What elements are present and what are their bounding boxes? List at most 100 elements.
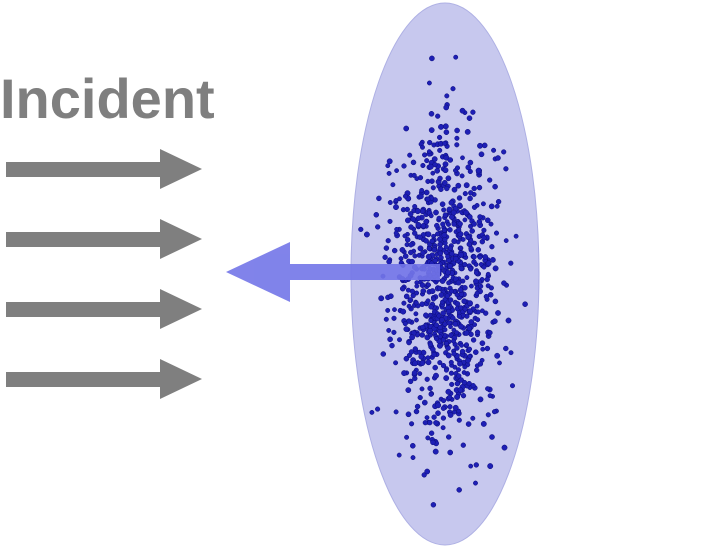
particle-dot (463, 342, 470, 348)
particle-dot (434, 222, 440, 229)
particle-dot (410, 216, 417, 223)
particle-dot (454, 380, 461, 387)
particle-dot (419, 386, 425, 392)
particle-dot (447, 245, 454, 251)
particle-dot (438, 186, 444, 193)
particle-dot (487, 330, 493, 336)
particle-dot (403, 293, 410, 300)
particle-dot (427, 328, 434, 334)
particle-dot (386, 170, 392, 176)
particle-dot (423, 218, 430, 225)
particle-dot (475, 317, 481, 323)
particle-dot (420, 288, 427, 294)
particle-dot (428, 318, 434, 324)
particle-dot (435, 231, 440, 237)
particle-dot (405, 287, 411, 293)
particle-dot (458, 245, 464, 251)
particle-dot (447, 449, 454, 456)
particle-dot (465, 234, 471, 240)
particle-dot (408, 349, 415, 355)
particle-dot (399, 247, 406, 253)
particle-dot (363, 231, 370, 238)
particle-dot (442, 140, 448, 146)
particle-dot (393, 360, 399, 366)
particle-dot (497, 360, 502, 366)
particle-dot (388, 293, 394, 299)
particle-dot (460, 393, 467, 399)
particle-dot (457, 202, 463, 208)
particle-dot (476, 184, 483, 191)
particle-dot (509, 383, 516, 389)
particle-dot (447, 157, 454, 163)
particle-dot (481, 227, 487, 233)
particle-dot (419, 187, 425, 193)
particle-dot (467, 195, 473, 202)
particle-dot (426, 149, 432, 154)
particle-dot (440, 362, 447, 369)
particle-dot (430, 439, 436, 446)
particle-dot (418, 353, 425, 360)
particle-dot (390, 182, 396, 188)
incident-arrow (6, 219, 202, 259)
particle-dot (449, 381, 455, 387)
particle-dot (425, 359, 432, 366)
particle-dot (503, 166, 509, 172)
particle-dot (383, 245, 390, 251)
particle-dot (488, 221, 494, 227)
particle-dot (456, 313, 462, 319)
particle-dot (485, 260, 492, 267)
particle-dot (492, 183, 498, 190)
particle-dot (460, 237, 466, 242)
particle-dot (417, 245, 424, 252)
particle-dot (425, 253, 432, 260)
particle-dot (446, 308, 452, 315)
particle-dot (469, 283, 474, 289)
particle-dot (471, 185, 477, 192)
particle-dot (427, 341, 434, 348)
particle-dot (458, 265, 465, 272)
particle-dot (422, 152, 428, 158)
particle-dot (417, 395, 423, 401)
particle-dot (454, 301, 461, 307)
particle-dot (513, 233, 519, 239)
particle-dot (454, 135, 460, 141)
particle-dot (489, 434, 495, 440)
particle-dot (495, 155, 501, 161)
particle-dot (391, 247, 398, 254)
particle-dot (461, 370, 467, 375)
particle-dot (450, 209, 457, 216)
particle-dot (400, 308, 407, 315)
particle-dot (429, 55, 435, 62)
particle-dot (397, 337, 402, 343)
particle-dot (445, 269, 451, 276)
particle-dot (431, 414, 437, 420)
particle-dot (453, 54, 459, 60)
particle-dot (385, 307, 391, 313)
particle-dot (412, 360, 419, 367)
particle-dot (414, 283, 420, 289)
particle-dot (428, 304, 434, 310)
particle-dot (457, 387, 464, 393)
particle-dot (439, 278, 446, 284)
particle-dot (385, 163, 391, 169)
particle-dot (466, 241, 473, 248)
particle-dot (454, 165, 461, 171)
particle-dot (460, 442, 466, 448)
particle-dot (457, 221, 463, 227)
particle-dot (449, 251, 455, 257)
particle-dot (442, 212, 449, 218)
particle-dot (471, 221, 477, 227)
particle-dot (467, 168, 473, 175)
particle-dot (414, 403, 421, 410)
particle-dot (412, 346, 418, 352)
particle-dot (402, 193, 409, 199)
particle-dot (474, 290, 480, 296)
particle-dot (438, 123, 444, 130)
particle-dot (466, 214, 473, 220)
particle-dot (427, 163, 434, 170)
particle-dot (445, 254, 451, 260)
particle-dot (445, 175, 452, 182)
particle-dot (444, 185, 450, 192)
particle-dot (393, 409, 399, 415)
